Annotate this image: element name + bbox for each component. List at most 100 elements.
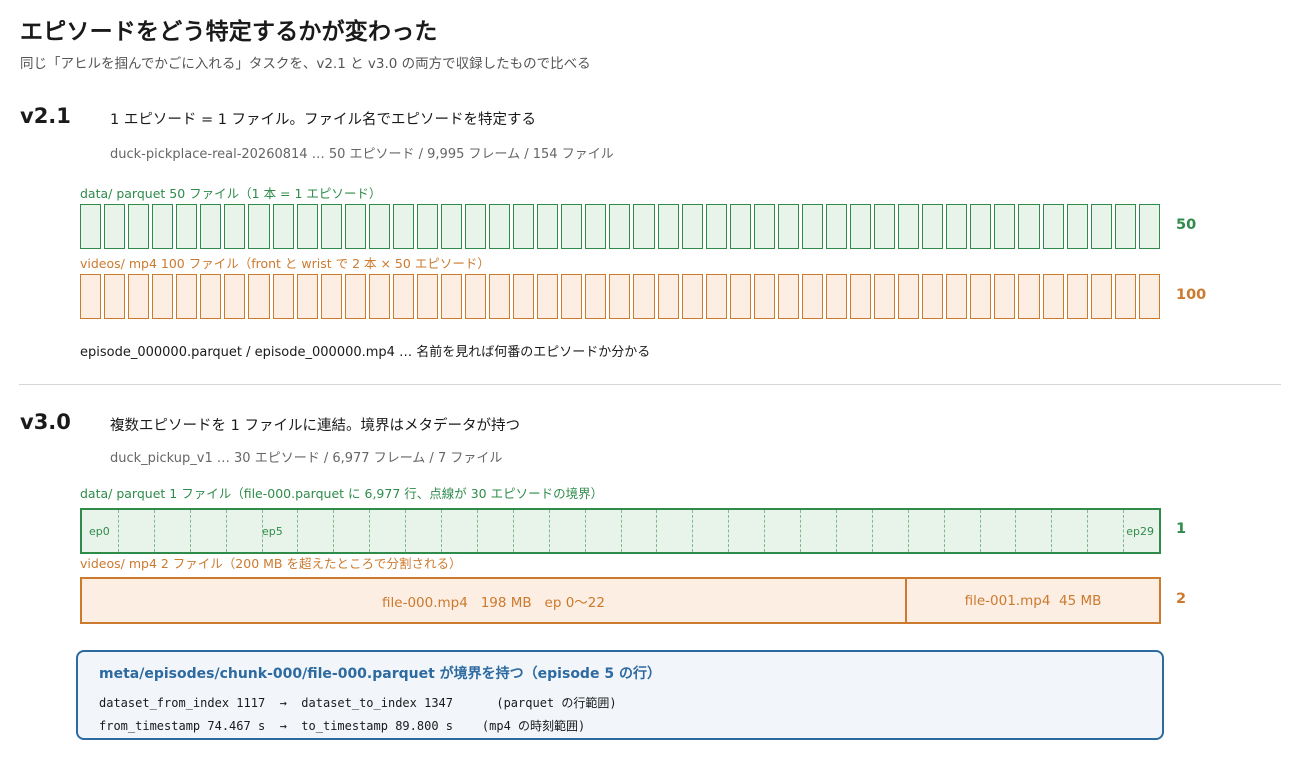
mp4-file-cell [729,274,751,319]
section-divider [19,384,1281,385]
page-subtitle: 同じ「アヒルを掴んでかごに入れる」タスクを、v2.1 と v3.0 の両方で収録… [20,56,591,72]
episode-boundary-line [836,510,837,552]
episode-boundary-line [585,510,586,552]
parquet-file-cell [416,204,438,249]
episode-boundary-line [656,510,657,552]
mp4-file-cell [970,274,992,319]
parquet-file-cell [200,204,222,249]
v30-parquet-file: ep0 ep5 ep29 [80,508,1161,554]
mp4-file-cell [1066,274,1088,319]
parquet-file-cell [777,204,799,249]
parquet-file-cell [585,204,607,249]
episode-boundary-line [441,510,442,552]
parquet-file-cell [705,204,727,249]
mp4-file-cell [705,274,727,319]
mp4-file-cell [633,274,655,319]
parquet-file-cell [970,204,992,249]
episode-label-mid: ep5 [262,525,283,538]
episode-metadata-box: meta/episodes/chunk-000/file-000.parquet… [76,650,1164,740]
parquet-file-cell [850,204,872,249]
mp4-file-cell [898,274,920,319]
parquet-file-cell [224,204,246,249]
mp4-file-cell [609,274,631,319]
mp4-file-cell [320,274,342,319]
parquet-file-cell [344,204,366,249]
episode-boundary-line [944,510,945,552]
parquet-file-cell [320,204,342,249]
mp4-file-cell [489,274,511,319]
parquet-file-cell [128,204,150,249]
parquet-file-cell [801,204,823,249]
mp4-file-cell [1090,274,1112,319]
v21-filename-note: episode_000000.parquet / episode_000000.… [80,345,651,360]
parquet-file-cell [729,204,751,249]
mp4-file-cell [753,274,775,319]
version-label-v30: v3.0 [20,410,71,434]
episode-boundary-line [800,510,801,552]
episode-boundary-line [154,510,155,552]
parquet-file-cell [1066,204,1088,249]
mp4-file-cell [128,274,150,319]
mp4-file-cell [585,274,607,319]
mp4-file-cell [681,274,703,319]
parquet-file-cell [825,204,847,249]
v21-mp4-files-row [80,274,1160,321]
episode-boundary-line [405,510,406,552]
parquet-file-cell [152,204,174,249]
parquet-file-cell [1090,204,1112,249]
mp4-file-cell [200,274,222,319]
mp4-file-cell [1114,274,1136,319]
v30-videos-count: 2 [1176,591,1187,607]
episode-label-first: ep0 [89,525,110,538]
parquet-file-cell [1042,204,1064,249]
mp4-file-cell [176,274,198,319]
parquet-file-cell [657,204,679,249]
parquet-file-cell [248,204,270,249]
mp4-file-cell [825,274,847,319]
mp4-file-cell [922,274,944,319]
mp4-file-cell [850,274,872,319]
episode-boundary-line [621,510,622,552]
mp4-file-cell [248,274,270,319]
mp4-file-cell [392,274,414,319]
v21-data-label: data/ parquet 50 ファイル（1 本 = 1 エピソード） [80,186,382,201]
parquet-file-cell [80,204,102,249]
mp4-file-cell [224,274,246,319]
parquet-file-cell [922,204,944,249]
v21-parquet-files-row [80,204,1160,251]
v30-data-label: data/ parquet 1 ファイル（file-000.parquet に … [80,486,604,501]
episode-boundary-line [297,510,298,552]
parquet-file-cell [874,204,896,249]
mp4-file-cell [465,274,487,319]
parquet-file-cell [1018,204,1040,249]
episode-label-last: ep29 [1126,525,1154,538]
parquet-file-cell [609,204,631,249]
episode-boundary-line [226,510,227,552]
parquet-file-cell [392,204,414,249]
version-label-v21: v2.1 [20,104,71,128]
mp4-file-cell [296,274,318,319]
episode-boundary-line [118,510,119,552]
page-title: エピソードをどう特定するかが変わった [20,19,438,45]
mp4-file-cell [272,274,294,319]
mp4-file-cell [874,274,896,319]
metadata-box-title: meta/episodes/chunk-000/file-000.parquet… [99,666,661,682]
mp4-file-cell [104,274,126,319]
parquet-file-cell [1138,204,1160,249]
episode-boundary-line [908,510,909,552]
parquet-file-cell [537,204,559,249]
parquet-file-cell [296,204,318,249]
parquet-file-cell [440,204,462,249]
parquet-file-cell [368,204,390,249]
parquet-file-cell [489,204,511,249]
v30-data-count: 1 [1176,521,1187,537]
v30-heading: 複数エピソードを 1 ファイルに連結。境界はメタデータが持つ [110,418,520,434]
mp4-file-cell [561,274,583,319]
episode-boundary-line [728,510,729,552]
v21-heading: 1 エピソード = 1 ファイル。ファイル名でエピソードを特定する [110,112,537,128]
episode-boundary-line [692,510,693,552]
metadata-index-range: dataset_from_index 1117 → dataset_to_ind… [99,696,617,710]
v21-dataset-meta: duck-pickplace-real-20260814 … 50 エピソード … [110,147,614,162]
parquet-file-cell [513,204,535,249]
parquet-file-cell [681,204,703,249]
